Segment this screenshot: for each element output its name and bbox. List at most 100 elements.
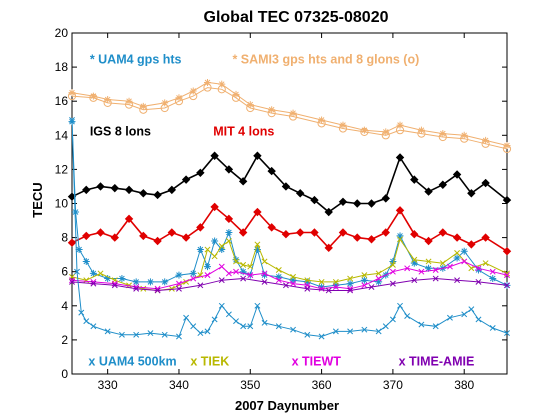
data-point-uam4-gps-hts-* — [253, 246, 261, 254]
data-point-time-amie-x — [304, 285, 311, 292]
data-point-tiek-x — [290, 273, 297, 280]
data-point-uam4-gps-hts-* — [196, 246, 204, 254]
data-point-uam4-gps-hts-* — [410, 259, 418, 267]
data-point-tiewt-x — [418, 268, 425, 275]
data-point-uam4-500km-x — [304, 331, 311, 338]
data-point-uam4-gps-hts-* — [225, 228, 233, 236]
annotation-mit-4-lons: MIT 4 lons — [213, 124, 274, 138]
data-point-uam4-500km-x — [197, 330, 204, 337]
data-point-uam4-gps-hts-* — [289, 109, 297, 117]
data-point-tiewt-x — [247, 272, 254, 279]
data-point-tiek-x — [218, 243, 225, 250]
data-point-uam4-gps-hts-* — [146, 278, 154, 286]
data-point-mit-4-lons-diamond — [324, 243, 333, 253]
data-point-tiek-x — [347, 275, 354, 282]
data-point-tiek-x — [304, 277, 311, 284]
data-point-mit-4-lons-diamond — [210, 202, 219, 212]
y-tick-label: 18 — [55, 60, 69, 74]
data-point-igs-8-lons-diamond — [410, 175, 419, 184]
data-point-uam4-500km-x — [432, 323, 439, 330]
data-point-igs-8-lons-diamond — [82, 185, 91, 195]
data-point-tiewt-x — [218, 263, 225, 270]
data-point-tiewt-x — [225, 270, 232, 277]
y-tick-label: 20 — [55, 26, 69, 40]
data-point-uam4-500km-x — [83, 318, 90, 325]
data-point-tiewt-x — [504, 272, 510, 279]
data-point-mit-4-lons-diamond — [452, 233, 462, 242]
data-point-uam4-500km-x — [489, 325, 496, 331]
data-point-uam4-500km-x — [204, 328, 211, 335]
data-point-mit-4-lons-diamond — [224, 214, 234, 224]
data-point-mit-4-lons-diamond — [139, 231, 148, 241]
data-point-uam4-gps-hts-* — [246, 101, 254, 109]
data-point-tiewt-x — [432, 267, 439, 273]
data-point-uam4-gps-hts-* — [203, 78, 211, 86]
data-point-tiek-x — [261, 258, 268, 265]
data-point-tiek-x — [411, 256, 418, 263]
data-point-uam4-500km-x — [475, 316, 482, 323]
data-point-time-amie-x — [176, 285, 182, 292]
data-point-uam4-gps-hts-* — [382, 128, 390, 136]
x-tick-label: 380 — [454, 378, 474, 392]
data-point-uam4-gps-hts-* — [261, 271, 269, 279]
data-point-uam4-gps-hts-* — [139, 102, 147, 110]
y-tick-label: 0 — [61, 367, 68, 381]
data-point-tiek-x — [318, 278, 325, 285]
data-point-uam4-gps-hts-* — [125, 97, 133, 105]
data-point-igs-8-lons-diamond — [253, 151, 262, 160]
annotation-sami3-gps-hts-and-8-glons-o: * SAMI3 gps hts and 8 glons (o) — [232, 53, 419, 67]
data-point-igs-8-lons-diamond — [395, 153, 405, 162]
data-point-tiewt-x — [332, 284, 339, 290]
data-point-tiewt-x — [190, 275, 197, 282]
data-point-uam4-500km-x — [382, 323, 389, 330]
data-point-tiek-x — [168, 285, 175, 292]
data-point-tiek-x — [332, 278, 339, 285]
data-point-igs-8-lons-diamond — [467, 189, 476, 198]
data-point-uam4-500km-x — [225, 311, 232, 318]
data-point-uam4-500km-x — [461, 311, 468, 318]
data-point-uam4-500km-x — [332, 328, 339, 335]
data-point-uam4-500km-x — [133, 331, 140, 338]
data-point-uam4-500km-x — [275, 323, 282, 330]
data-point-igs-8-lons-diamond — [424, 187, 433, 196]
data-point-mit-4-lons-diamond — [124, 214, 134, 224]
data-point-uam4-500km-x — [161, 331, 168, 338]
data-point-uam4-gps-hts-* — [175, 271, 183, 279]
data-point-igs-8-lons-diamond — [139, 189, 148, 198]
data-point-tiewt-x — [475, 265, 482, 272]
data-point-uam4-500km-x — [504, 330, 510, 337]
y-tick-label: 2 — [61, 333, 68, 347]
data-point-uam4-gps-hts-* — [474, 266, 482, 274]
data-point-tiek-x — [254, 241, 261, 248]
data-point-mit-4-lons-diamond — [467, 240, 476, 249]
data-point-mit-4-lons-diamond — [424, 236, 433, 246]
data-point-uam4-500km-x — [104, 328, 111, 335]
data-point-mit-4-lons-diamond — [110, 233, 119, 242]
data-point-uam4-gps-hts-* — [503, 142, 511, 150]
y-tick-label: 6 — [61, 265, 68, 279]
data-point-mit-4-lons-diamond — [395, 206, 405, 215]
data-point-tiek-x — [97, 270, 104, 277]
data-point-time-amie-x — [368, 284, 375, 290]
data-point-uam4-500km-x — [254, 302, 261, 309]
y-tick-label: 4 — [61, 299, 68, 313]
data-point-mit-4-lons-diamond — [181, 233, 191, 242]
data-point-tiek-x — [361, 272, 368, 279]
data-point-uam4-gps-hts-* — [360, 126, 368, 134]
data-point-tiewt-x — [461, 258, 468, 265]
data-point-time-amie-x — [69, 278, 75, 285]
data-point-tiek-x — [468, 265, 475, 272]
data-point-uam4-gps-hts-* — [453, 254, 461, 262]
data-point-uam4-gps-hts-* — [396, 121, 404, 129]
y-tick-label: 10 — [55, 197, 69, 211]
data-point-time-amie-x — [411, 277, 418, 284]
data-point-igs-8-lons-diamond — [338, 197, 348, 207]
data-point-time-amie-x — [133, 285, 140, 292]
data-point-igs-8-lons-diamond — [96, 182, 105, 191]
data-point-uam4-500km-x — [211, 316, 218, 323]
data-point-tiek-x — [240, 261, 247, 268]
data-point-tiek-x — [247, 263, 254, 270]
data-point-uam4-gps-hts-* — [132, 278, 140, 286]
y-tick-label: 8 — [61, 231, 68, 245]
data-point-uam4-gps-hts-* — [203, 263, 211, 271]
